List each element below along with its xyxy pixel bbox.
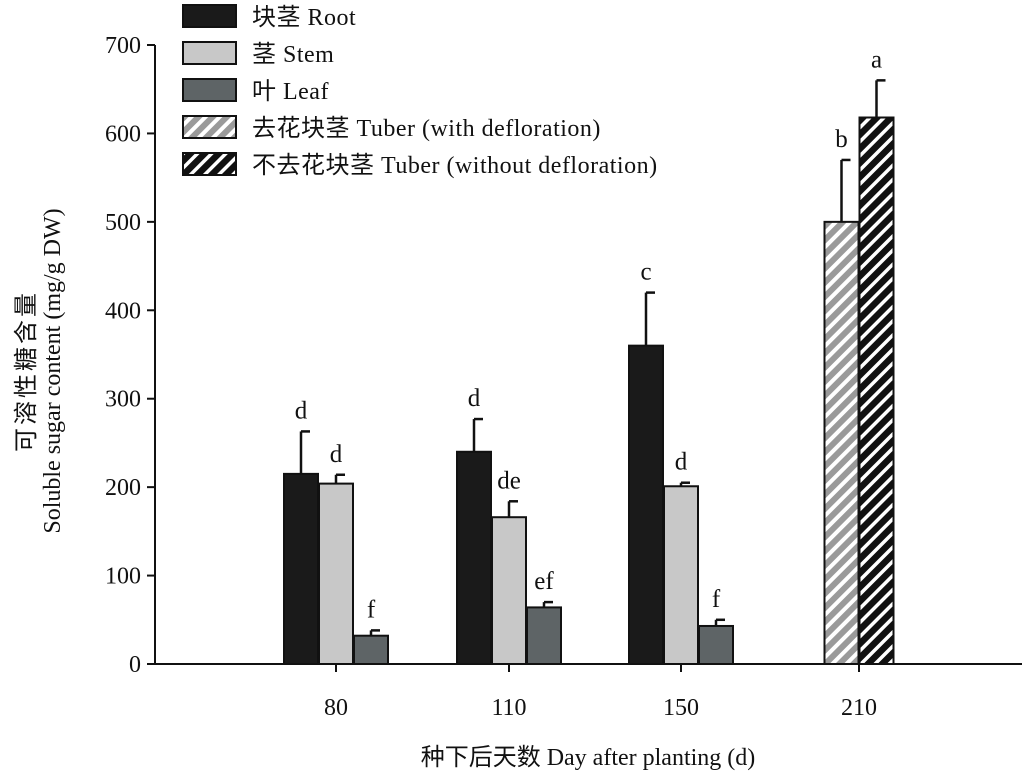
legend-label: 茎 Stem — [252, 41, 334, 68]
bar — [353, 634, 389, 666]
bar — [628, 344, 664, 665]
bar — [526, 606, 562, 665]
significance-label: b — [835, 126, 848, 153]
legend-swatch — [182, 115, 237, 139]
significance-label: c — [640, 259, 651, 286]
x-tick-label: 110 — [491, 695, 526, 721]
x-tick-label: 150 — [663, 695, 699, 721]
bar — [823, 220, 860, 665]
bar — [318, 482, 354, 665]
legend-swatch — [182, 78, 237, 102]
legend-label: 块茎 Root — [252, 4, 356, 31]
y-tick-label: 500 — [105, 210, 141, 236]
significance-label: a — [871, 46, 882, 73]
bar — [456, 450, 492, 665]
significance-label: d — [330, 441, 343, 468]
significance-label: f — [712, 586, 721, 613]
y-tick-label: 200 — [105, 475, 141, 501]
y-tick-label: 0 — [129, 652, 141, 678]
significance-label: f — [367, 596, 376, 623]
legend-swatch — [182, 152, 237, 176]
significance-label: d — [468, 385, 481, 412]
y-tick-label: 400 — [105, 298, 141, 324]
bar — [698, 624, 734, 665]
x-tick-label: 210 — [841, 695, 877, 721]
bar — [858, 116, 895, 666]
x-tick-label: 80 — [324, 695, 348, 721]
bar — [491, 516, 527, 665]
legend-label: 去花块茎 Tuber (with defloration) — [252, 115, 601, 142]
y-tick-label: 600 — [105, 121, 141, 147]
legend-label: 不去花块茎 Tuber (without defloration) — [252, 152, 658, 179]
legend: 块茎 Root 茎 Stem 叶 Leaf 去花块茎 Tuber (with defl… — [182, 4, 658, 179]
y-tick-label: 700 — [105, 33, 141, 59]
legend-swatch — [182, 41, 237, 65]
significance-label: d — [675, 449, 688, 476]
y-axis-title: 可溶性糖含量 Soluble sugar content (mg/g DW) — [13, 208, 66, 533]
y-axis-title-cn: 可溶性糖含量 — [13, 290, 40, 452]
significance-label: de — [497, 467, 521, 494]
bar — [283, 472, 319, 665]
legend-label: 叶 Leaf — [252, 79, 329, 105]
y-tick-label: 300 — [105, 387, 141, 413]
legend-swatch — [182, 4, 237, 28]
y-axis-title-en: Soluble sugar content (mg/g DW) — [40, 208, 66, 533]
axes: 0 100 200 300 400 500 600 700 80 110 150 210 — [105, 33, 1022, 721]
significance-label: d — [295, 397, 308, 424]
y-tick-label: 100 — [105, 564, 141, 590]
bar — [663, 485, 699, 665]
x-axis-title: 种下后天数 Day after planting (d) — [421, 744, 756, 771]
significance-label: ef — [534, 568, 554, 595]
